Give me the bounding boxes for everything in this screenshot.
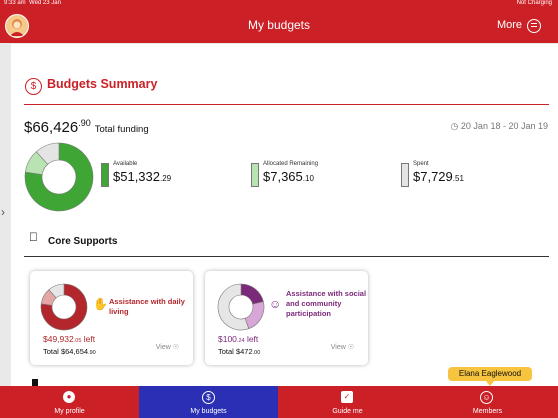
handshake-icon: ✋ <box>93 297 108 311</box>
more-button[interactable]: More <box>496 19 522 31</box>
status-bar: 9:33 am Wed 23 Jan Not Charging <box>0 0 558 8</box>
available-amount: $51,332.29 <box>113 169 172 184</box>
view-button[interactable]: View ☉ <box>155 344 179 351</box>
view-button[interactable]: View ☉ <box>330 344 354 351</box>
status-time: 9:33 am Wed 23 Jan <box>4 0 61 6</box>
legend-label-available: Available <box>113 161 138 167</box>
eye-icon: ☉ <box>347 344 354 351</box>
legend-swatch-spent <box>401 163 409 187</box>
donut-slice <box>35 142 60 165</box>
card-total: Total $472.00 <box>218 347 261 356</box>
chevron-right-icon[interactable]: › <box>1 205 5 219</box>
allocated-amount: $7,365.10 <box>263 169 314 184</box>
tab-guide-me[interactable]: ✓ Guide me <box>278 386 417 418</box>
people-icon: ☺ <box>269 297 282 311</box>
donut-slice <box>244 301 265 330</box>
tab-label: My profile <box>54 408 85 415</box>
donut-slice <box>24 142 94 212</box>
donut-slice <box>240 283 264 305</box>
amount-left: $49,932.05 left <box>43 334 96 344</box>
summary-donut-chart <box>24 142 94 212</box>
tab-my-budgets[interactable]: $ My budgets <box>139 386 278 418</box>
card-title: Assistance with social and community par… <box>286 289 367 318</box>
tab-label: My budgets <box>190 408 227 415</box>
divider <box>24 104 549 105</box>
legend-label-allocated: Allocated Remaining <box>263 161 319 167</box>
donut-slice <box>217 283 250 331</box>
budget-card-social-community[interactable]: ☺ Assistance with social and community p… <box>205 271 368 365</box>
section-title: Budgets Summary <box>47 77 158 91</box>
status-battery: Not Charging <box>516 0 552 6</box>
daily-living-donut-chart <box>40 283 88 331</box>
user-avatar-icon <box>6 15 28 37</box>
member-tooltip: Elana Eaglewood <box>448 367 532 386</box>
legend-swatch-allocated <box>251 163 259 187</box>
eye-icon: ☉ <box>172 344 179 351</box>
menu-icon[interactable] <box>527 19 541 33</box>
next-section-icon <box>32 379 38 386</box>
spent-amount: $7,729.51 <box>413 169 464 184</box>
divider <box>24 256 549 257</box>
guide-icon: ✓ <box>341 391 353 403</box>
core-supports-title: Core Supports <box>48 236 118 247</box>
tab-bar: ● My profile $ My budgets ✓ Guide me ☺ M… <box>0 386 558 418</box>
tab-members[interactable]: ☺ Members <box>417 386 558 418</box>
tab-label: Guide me <box>332 408 363 415</box>
card-total: Total $64,654.90 <box>43 347 96 356</box>
budget-card-daily-living[interactable]: ✋ Assistance with daily living $49,932.0… <box>30 271 193 365</box>
page-title: My budgets <box>247 18 311 32</box>
donut-slice <box>48 283 65 299</box>
app-header: My budgets More <box>0 8 558 43</box>
donut-slice <box>40 283 88 331</box>
dollar-icon: $ <box>25 78 42 95</box>
date-range: ◷ 20 Jan 18 - 20 Jan 19 <box>450 121 548 131</box>
avatar[interactable] <box>5 14 29 38</box>
legend-swatch-available <box>101 163 109 187</box>
clock-icon: ◷ <box>450 121 459 131</box>
legend-label-spent: Spent <box>413 161 429 167</box>
tab-my-profile[interactable]: ● My profile <box>0 386 139 418</box>
amount-left: $100.24 left <box>218 334 259 344</box>
person-icon: ● <box>63 391 75 403</box>
card-title: Assistance with daily living <box>109 297 185 316</box>
members-icon: ☺ <box>480 391 493 404</box>
total-funding: $66,426.90Total funding <box>24 118 149 136</box>
tab-label: Members <box>472 408 503 415</box>
social-community-donut-chart <box>217 283 265 331</box>
dollar-icon: $ <box>202 391 215 404</box>
apple-icon:  <box>29 230 38 244</box>
